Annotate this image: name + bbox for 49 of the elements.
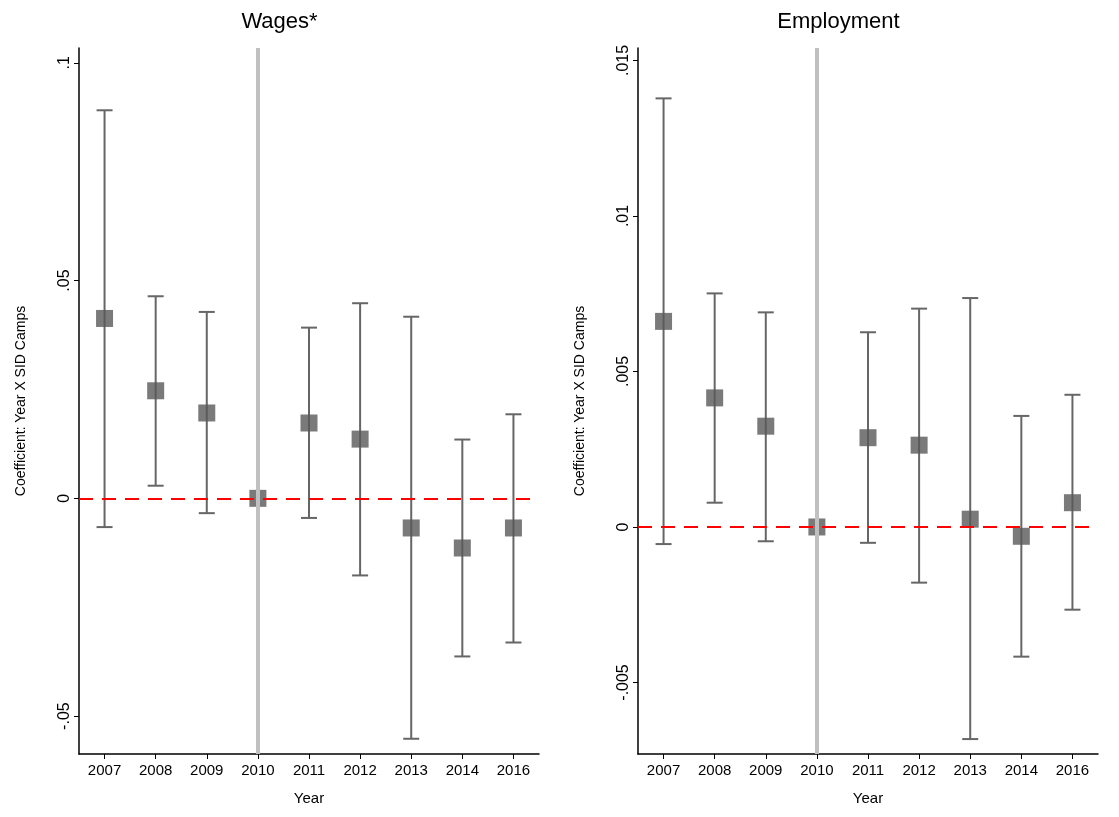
x-tick-label: 2007 [87, 761, 122, 778]
y-tick-label: 0 [54, 493, 72, 503]
x-tick-label: 2013 [953, 761, 987, 778]
y-tick-label: 0 [613, 522, 631, 532]
point [706, 389, 724, 407]
chart-title: Employment [777, 7, 900, 33]
x-tick-label: 2014 [1004, 761, 1039, 778]
x-tick-label: 2011 [292, 761, 326, 778]
point [1012, 527, 1030, 545]
point [453, 539, 471, 557]
x-tick-label: 2013 [394, 761, 428, 778]
x-tick-label: 2009 [749, 761, 783, 778]
point [655, 312, 673, 330]
point [1063, 494, 1081, 512]
x-axis-title: Year [293, 789, 325, 806]
point [859, 429, 877, 447]
point [402, 519, 420, 537]
x-tick-label: 2011 [851, 761, 885, 778]
y-tick-label: .1 [54, 56, 72, 70]
y-tick-label: .05 [54, 269, 72, 292]
x-tick-label: 2016 [1055, 761, 1090, 778]
y-tick-label: .005 [613, 355, 631, 388]
x-tick-label: 2009 [190, 761, 224, 778]
point [198, 404, 216, 422]
point [910, 436, 928, 454]
x-tick-label: 2008 [138, 761, 173, 778]
point [961, 510, 979, 528]
x-tick-label: 2010 [241, 761, 275, 778]
x-tick-label: 2012 [343, 761, 377, 778]
x-tick-label: 2010 [800, 761, 834, 778]
point [96, 309, 114, 327]
x-tick-label: 2012 [902, 761, 936, 778]
point [147, 382, 165, 400]
x-tick-label: 2014 [445, 761, 480, 778]
x-tick-label: 2007 [646, 761, 681, 778]
y-tick-label: -.005 [613, 664, 631, 701]
x-axis-title: Year [852, 789, 884, 806]
point [300, 414, 318, 432]
y-axis-title: Coefficient: Year X SID Camps [571, 305, 587, 497]
point [351, 430, 369, 448]
y-tick-label: .015 [613, 44, 631, 77]
point [757, 417, 775, 435]
y-tick-label: -.05 [54, 702, 72, 730]
x-tick-label: 2016 [496, 761, 531, 778]
y-tick-label: .01 [613, 204, 631, 228]
point [504, 519, 522, 537]
y-axis-title: Coefficient: Year X SID Camps [12, 305, 28, 497]
chart-title: Wages* [241, 7, 319, 33]
x-tick-label: 2008 [697, 761, 732, 778]
